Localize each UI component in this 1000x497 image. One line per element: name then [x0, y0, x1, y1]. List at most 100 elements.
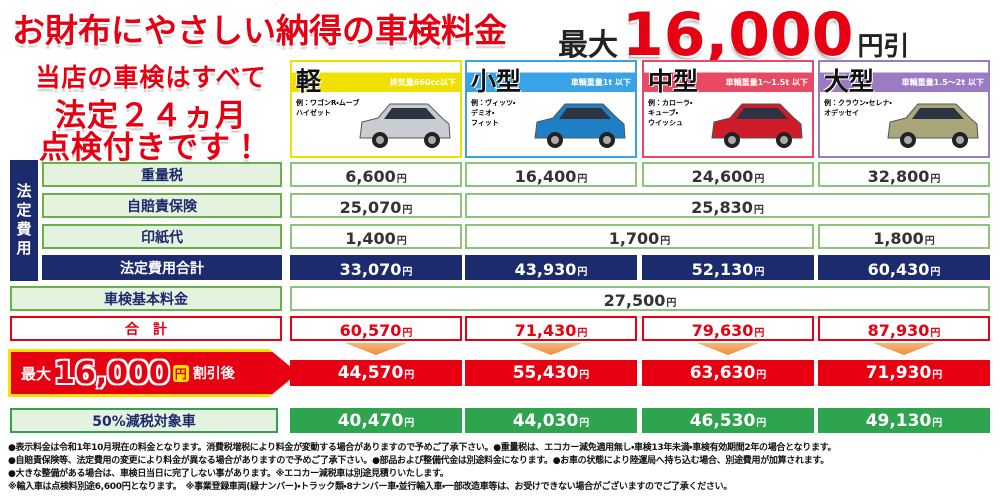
notice-line: 点検付きです！	[39, 130, 263, 166]
price-value: 25,070	[339, 198, 402, 217]
price-value: 6,600	[345, 167, 396, 186]
vehicle-example: フィット	[471, 119, 499, 127]
price-unit: 円	[579, 370, 590, 381]
price-unit: 円	[579, 418, 590, 429]
price-cell: 1,400 円	[290, 224, 462, 249]
price-unit: 円	[666, 298, 677, 309]
price-cell: 33,070 円	[290, 255, 462, 280]
price-cell: 52,130 円	[642, 255, 814, 280]
price-unit: 円	[930, 328, 941, 339]
discount-unit: 円	[172, 364, 189, 382]
price-cell: 27,500 円	[290, 286, 990, 311]
price-cell: 6,600 円	[290, 162, 462, 187]
price-unit: 円	[754, 328, 765, 339]
price-unit: 円	[754, 267, 765, 278]
promo-prefix: 最大	[558, 28, 618, 63]
price-cell: 43,930 円	[465, 255, 637, 280]
price-value: 40,470	[337, 411, 404, 431]
vehicle-example: キューブ・	[648, 109, 678, 117]
price-unit: 円	[924, 236, 935, 247]
vehicle-size: 大型	[824, 67, 875, 96]
price-unit: 円	[756, 418, 767, 429]
price-unit: 円	[932, 418, 943, 429]
price-cell: 87,930 円	[818, 316, 990, 341]
price-value: 25,830	[691, 198, 753, 217]
vehicle-example: 例：ヴィッツ・	[471, 99, 516, 107]
price-unit: 円	[754, 174, 765, 185]
price-value: 44,570	[337, 363, 404, 383]
promo-amount: 16,000	[622, 0, 854, 70]
price-unit: 円	[404, 418, 415, 429]
price-value: 27,500	[603, 291, 666, 310]
price-cell: 16,400 円	[465, 162, 637, 187]
price-value: 71,930	[865, 363, 932, 383]
price-unit: 円	[930, 267, 941, 278]
arrow	[345, 343, 407, 355]
price-unit: 円	[404, 370, 415, 381]
discount-cell: 55,430 円	[465, 360, 637, 386]
notice-line: 法定２４ヵ月	[55, 98, 247, 134]
price-unit: 円	[930, 174, 941, 185]
price-value: 79,630	[691, 321, 754, 340]
row-label: 車検基本料金	[10, 286, 282, 311]
price-cell: 1,800 円	[818, 224, 990, 249]
price-value: 63,630	[689, 363, 756, 383]
discount-amount: 16,000	[54, 355, 170, 391]
vehicle-spec: 排気量660cc以下	[389, 78, 456, 87]
vehicle-size: 中型	[648, 67, 699, 96]
discount-suffix: 割引後	[192, 366, 235, 382]
vehicle-spec: 車輌重量1～1.5t 以下	[725, 78, 808, 87]
vehicle-example: 例：カローラ・	[648, 99, 693, 107]
eco-cell: 49,130 円	[818, 408, 990, 433]
vehicle-header: 小型 車輌重量1t 以下 例：ヴィッツ・ デミオ・ フィット	[465, 60, 637, 158]
price-unit: 円	[577, 328, 588, 339]
price-unit: 円	[396, 236, 407, 247]
price-cell: 71,430 円	[465, 316, 637, 341]
car-image	[887, 103, 979, 148]
price-cell: 79,630 円	[642, 316, 814, 341]
price-value: 1,800	[873, 229, 924, 248]
price-value: 32,800	[867, 167, 930, 186]
price-value: 16,400	[514, 167, 577, 186]
vehicle-strip	[644, 62, 812, 92]
car-image	[534, 103, 626, 148]
car-image	[359, 103, 451, 148]
row-label: 法定費用合計	[42, 255, 282, 280]
price-value: 71,430	[514, 321, 577, 340]
price-unit: 円	[756, 370, 767, 381]
title: お財布にやさしい納得の車検料金	[12, 11, 507, 50]
price-cell: 1,700 円	[465, 224, 814, 249]
vehicle-example: オデッセイ	[824, 109, 859, 117]
price-unit: 円	[577, 174, 588, 185]
eco-label: 50%減税対象車	[10, 408, 278, 433]
price-value: 43,930	[514, 260, 577, 279]
vehicle-strip	[467, 62, 635, 92]
price-value: 52,130	[691, 260, 754, 279]
discount-prefix: 最大	[21, 364, 52, 383]
price-unit: 円	[402, 205, 413, 216]
price-value: 1,700	[608, 229, 660, 248]
price-cell: 24,600 円	[642, 162, 814, 187]
eco-cell: 40,470 円	[290, 408, 462, 433]
vehicle-example: 例：クラウン・セレナ・	[824, 99, 892, 107]
price-value: 33,070	[339, 260, 402, 279]
vehicle-example: デミオ・	[471, 109, 495, 117]
price-value: 87,930	[867, 321, 930, 340]
vehicle-size: 小型	[471, 67, 522, 96]
row-label: 重量税	[42, 162, 282, 187]
vehicle-spec: 車輌重量1.5～2t 以下	[901, 78, 984, 87]
vehicle-header: 軽 排気量660cc以下 例：ワゴンR・ムーブ ハイゼット	[290, 60, 462, 158]
price-unit: 円	[402, 267, 413, 278]
price-unit: 円	[660, 236, 671, 247]
eco-cell: 44,030 円	[465, 408, 637, 433]
price-unit: 円	[577, 267, 588, 278]
price-unit: 円	[396, 174, 407, 185]
vehicle-header: 中型 車輌重量1～1.5t 以下 例：カローラ・ キューブ・ ウイッシュ	[642, 60, 814, 158]
price-value: 24,600	[691, 167, 754, 186]
vehicle-example: ハイゼット	[296, 109, 331, 117]
price-value: 46,530	[689, 411, 756, 431]
price-unit: 円	[753, 205, 764, 216]
price-unit: 円	[402, 328, 413, 339]
arrow	[520, 343, 582, 355]
row-label: 印紙代	[42, 224, 282, 249]
